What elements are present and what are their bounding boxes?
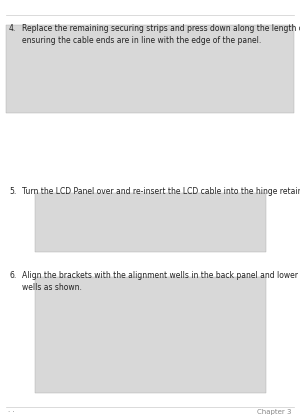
Text: Chapter 3: Chapter 3	[257, 410, 292, 415]
Bar	[6, 25, 294, 113]
Bar	[34, 277, 266, 393]
Text: 6.: 6.	[9, 271, 16, 280]
Text: Replace the remaining securing strips and press down along the length of the cab: Replace the remaining securing strips an…	[22, 24, 300, 45]
Text: 5.: 5.	[9, 187, 16, 196]
Text: Turn the LCD Panel over and re-insert the LCD cable into the hinge retainer.: Turn the LCD Panel over and re-insert th…	[22, 187, 300, 196]
Text: 4.: 4.	[9, 24, 16, 33]
Text: · ·: · ·	[8, 410, 15, 415]
Text: Align the brackets with the alignment wells in the back panel and lower the LCD : Align the brackets with the alignment we…	[22, 271, 300, 292]
Bar	[34, 193, 266, 252]
